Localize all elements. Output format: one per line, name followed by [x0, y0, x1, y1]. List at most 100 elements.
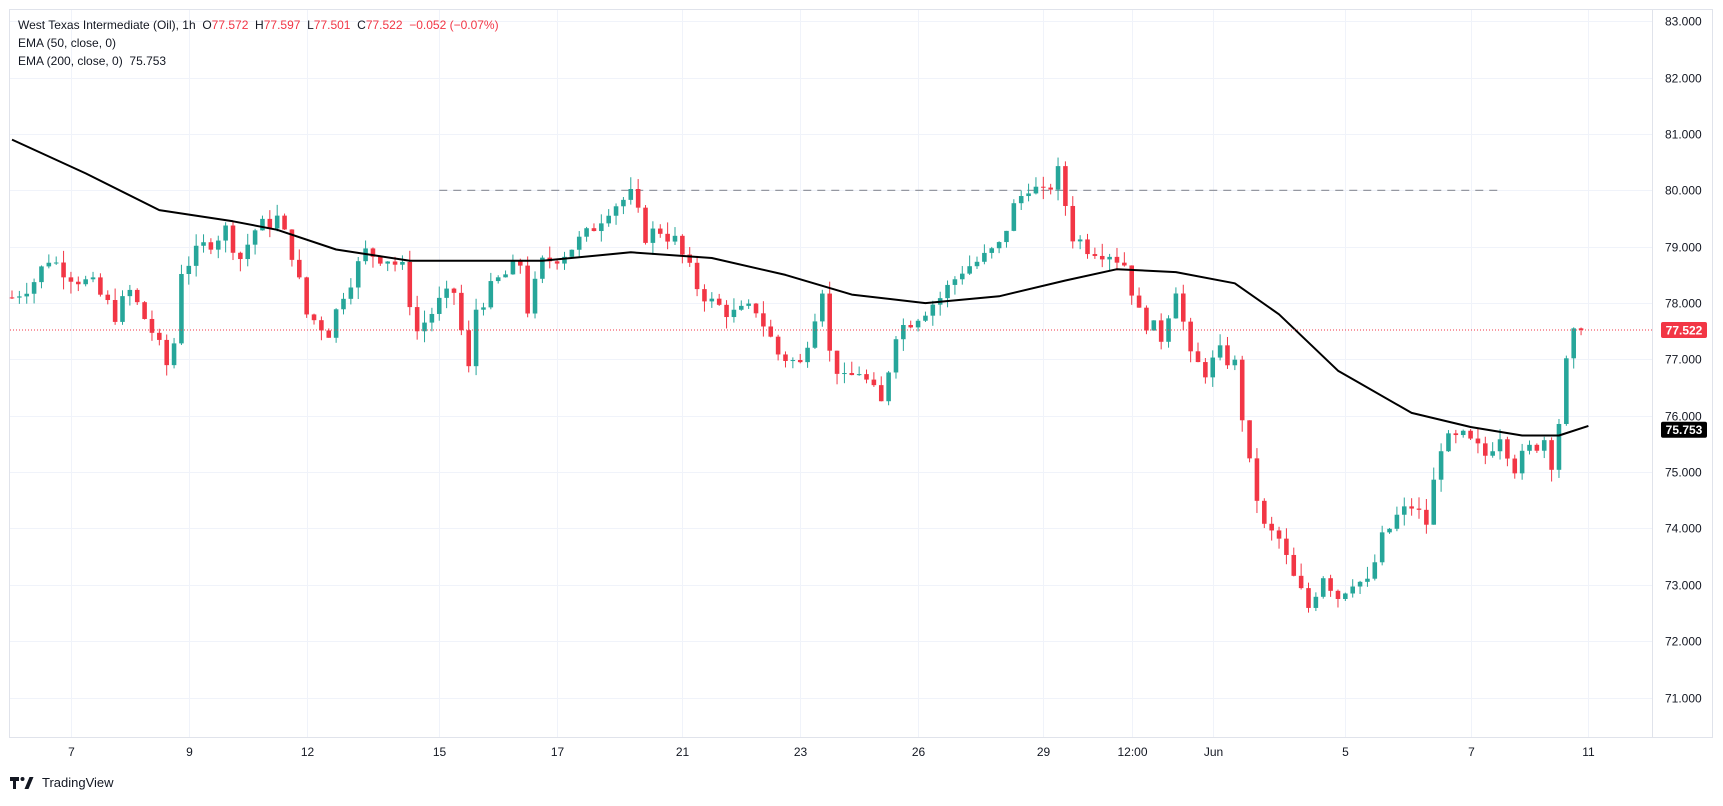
candle-body — [1490, 451, 1495, 456]
candle-body — [429, 313, 435, 323]
price-tags: 77.522 75.753 — [1661, 321, 1707, 438]
close-label: C — [357, 18, 366, 32]
y-tick-label: 73.000 — [1665, 579, 1702, 593]
candle-body — [584, 228, 589, 237]
grid — [10, 10, 1652, 737]
candle-body — [1564, 358, 1569, 424]
y-tick-label: 74.000 — [1665, 522, 1702, 536]
candle-body — [378, 256, 383, 264]
candle-body — [98, 277, 103, 295]
candle-body — [297, 259, 302, 278]
candle-body — [326, 330, 332, 338]
y-tick-label: 82.000 — [1665, 72, 1702, 86]
candle-body — [1313, 596, 1319, 608]
y-tick-label: 75.000 — [1665, 466, 1702, 480]
candle-body — [878, 385, 884, 402]
candle-body — [1527, 444, 1532, 451]
candle-body — [1210, 357, 1216, 378]
x-tick-label: 21 — [676, 745, 690, 759]
candle-body — [1269, 523, 1274, 531]
candle-body — [1099, 255, 1105, 260]
candle-body — [908, 325, 913, 328]
candle-body — [466, 330, 472, 367]
legend-ema50-row[interactable]: EMA (50, close, 0) — [18, 34, 499, 52]
candle-body — [665, 233, 670, 242]
candle-body — [1519, 450, 1525, 474]
candle-body — [9, 297, 15, 299]
candle-body — [650, 228, 656, 243]
x-tick-label: 5 — [1342, 745, 1349, 759]
candle-body — [1144, 307, 1149, 331]
candle-body — [812, 321, 818, 348]
x-tick-label: Jun — [1204, 745, 1223, 759]
y-tick-label: 72.000 — [1665, 635, 1702, 649]
candle-body — [820, 293, 825, 322]
candle-body — [1247, 420, 1252, 459]
candle-body — [1026, 193, 1031, 197]
change-value: −0.052 (−0.07%) — [409, 18, 499, 32]
candle-body — [1254, 458, 1260, 501]
y-tick-label: 80.000 — [1665, 184, 1702, 198]
ema200-line[interactable] — [11, 138, 1589, 437]
candle-body — [1512, 458, 1518, 474]
candle-body — [1011, 203, 1017, 231]
candle-body — [245, 244, 251, 260]
y-tick-label: 76.000 — [1665, 410, 1702, 424]
candle-body — [606, 215, 611, 224]
candle-body — [989, 248, 995, 253]
candle-body — [724, 304, 729, 318]
candle-body — [1063, 166, 1068, 206]
candle-body — [591, 228, 597, 232]
candle-body — [702, 289, 707, 302]
y-tick-label: 77.000 — [1665, 353, 1702, 367]
candle-body — [672, 235, 678, 242]
candle-body — [186, 265, 192, 274]
candle-body — [746, 303, 751, 306]
candle-body — [53, 262, 59, 264]
candle-body — [1578, 328, 1584, 330]
legend-ema200-row[interactable]: EMA (200, close, 0) 75.753 — [18, 52, 499, 70]
candle-body — [370, 248, 376, 257]
candle-body — [1107, 256, 1112, 260]
x-tick-label: 26 — [912, 745, 926, 759]
candle-body — [105, 294, 111, 301]
candle-body — [274, 215, 280, 229]
candle-body — [768, 326, 774, 337]
candle-body — [1431, 479, 1437, 525]
candle-body — [1350, 586, 1355, 594]
candle-body — [974, 261, 980, 267]
candle-body — [599, 223, 604, 232]
candle-body — [1276, 530, 1282, 539]
price-axis[interactable]: 83.000 82.000 81.000 80.000 79.000 78.000 77.0… — [1665, 15, 1702, 706]
candle-body — [392, 261, 398, 265]
candle-body — [967, 266, 972, 274]
ema50-label: EMA (50, close, 0) — [18, 36, 117, 50]
interval: 1h — [182, 18, 196, 32]
candle-body — [495, 277, 501, 282]
tradingview-logo-icon — [10, 776, 34, 789]
candle-body — [215, 240, 221, 250]
candle-body — [1217, 345, 1223, 358]
y-tick-label: 79.000 — [1665, 241, 1702, 255]
candle-body — [1151, 320, 1157, 331]
y-tick-label: 83.000 — [1665, 15, 1702, 29]
candle-body — [1541, 440, 1547, 451]
last-price-tag: 77.522 — [1666, 323, 1703, 337]
candle-body — [282, 215, 287, 230]
candle-body — [849, 373, 855, 376]
tradingview-brand[interactable]: TradingView — [10, 775, 114, 790]
candle-body — [1284, 538, 1289, 555]
candle-body — [1298, 575, 1304, 589]
candle-body — [1077, 239, 1083, 242]
candle-body — [761, 313, 766, 327]
candle-body — [179, 273, 184, 344]
candle-body — [613, 206, 619, 216]
candle-body — [959, 273, 965, 280]
candle-body — [436, 297, 442, 314]
symbol-name[interactable]: West Texas Intermediate (Oil) — [18, 18, 176, 32]
time-axis[interactable]: 7 9 12 15 17 21 23 26 29 12:00 Jun 5 7 11 — [68, 745, 1595, 759]
y-tick-label: 71.000 — [1665, 692, 1702, 706]
candle-body — [952, 279, 958, 285]
candle-body — [1070, 205, 1076, 242]
